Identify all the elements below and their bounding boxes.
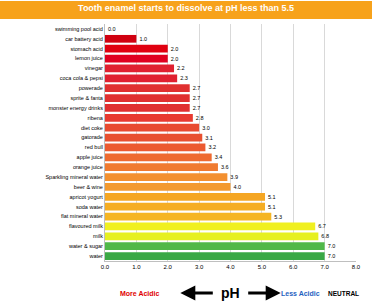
svg-text:5.3: 5.3 <box>274 214 282 220</box>
svg-text:2.0: 2.0 <box>171 46 179 52</box>
svg-text:lemon juice: lemon juice <box>75 55 103 61</box>
svg-text:2.8: 2.8 <box>196 115 204 121</box>
svg-text:sprite & fanta: sprite & fanta <box>70 95 103 101</box>
svg-text:diet coke: diet coke <box>81 125 103 131</box>
svg-text:red bull: red bull <box>85 144 103 150</box>
svg-text:3.2: 3.2 <box>208 144 216 150</box>
svg-text:ribena: ribena <box>88 115 104 121</box>
svg-text:water: water <box>88 253 103 259</box>
svg-text:4.0: 4.0 <box>226 264 235 270</box>
svg-text:4.0: 4.0 <box>234 184 242 190</box>
svg-text:soda water: soda water <box>76 204 103 210</box>
svg-text:More Acidic: More Acidic <box>120 290 160 297</box>
svg-text:2.7: 2.7 <box>193 85 201 91</box>
svg-text:3.0: 3.0 <box>202 125 210 131</box>
svg-text:5.0: 5.0 <box>258 264 267 270</box>
svg-text:coca cola & pepsi: coca cola & pepsi <box>60 75 103 81</box>
svg-text:2.0: 2.0 <box>164 264 173 270</box>
svg-text:1.0: 1.0 <box>132 264 141 270</box>
svg-text:beer & wine: beer & wine <box>74 184 103 190</box>
svg-text:6.7: 6.7 <box>318 223 326 229</box>
svg-text:0.0: 0.0 <box>108 26 116 32</box>
svg-text:pH: pH <box>221 285 240 301</box>
svg-text:apricot yogurt: apricot yogurt <box>70 194 104 200</box>
svg-text:orange juice: orange juice <box>73 164 103 170</box>
svg-text:7.0: 7.0 <box>328 243 336 249</box>
svg-text:milk: milk <box>93 233 103 239</box>
svg-text:3.1: 3.1 <box>205 135 213 141</box>
svg-text:2.2: 2.2 <box>177 65 185 71</box>
svg-text:Tooth enamel starts to dissolv: Tooth enamel starts to dissolve at pH le… <box>78 3 294 13</box>
svg-text:Less Acidic: Less Acidic <box>281 290 320 297</box>
svg-text:flat mineral water: flat mineral water <box>61 213 103 219</box>
svg-text:monster energy drinks: monster energy drinks <box>48 105 103 111</box>
svg-text:2.0: 2.0 <box>171 56 179 62</box>
svg-text:vinegar: vinegar <box>85 65 103 71</box>
svg-text:car battery acid: car battery acid <box>65 36 103 42</box>
svg-text:NEUTRAL: NEUTRAL <box>328 290 359 297</box>
svg-text:7.0: 7.0 <box>320 264 329 270</box>
svg-text:gatorade: gatorade <box>81 134 103 140</box>
svg-text:apple juice: apple juice <box>77 154 103 160</box>
svg-text:5.1: 5.1 <box>268 194 276 200</box>
svg-text:flavoured milk: flavoured milk <box>69 223 103 229</box>
svg-text:6.0: 6.0 <box>289 264 298 270</box>
svg-text:6.8: 6.8 <box>321 233 329 239</box>
svg-text:5.1: 5.1 <box>268 204 276 210</box>
svg-text:7.0: 7.0 <box>328 253 336 259</box>
svg-text:water & sugar: water & sugar <box>68 243 103 249</box>
svg-text:2.3: 2.3 <box>180 75 188 81</box>
svg-text:2.7: 2.7 <box>193 95 201 101</box>
svg-text:3.0: 3.0 <box>195 264 204 270</box>
svg-text:0.0: 0.0 <box>101 264 110 270</box>
svg-text:3.9: 3.9 <box>230 174 238 180</box>
svg-text:8.0: 8.0 <box>352 264 361 270</box>
svg-text:Sparkling mineral water: Sparkling mineral water <box>45 174 103 180</box>
svg-text:1.0: 1.0 <box>139 36 147 42</box>
svg-text:stomach acid: stomach acid <box>70 46 102 52</box>
svg-text:2.7: 2.7 <box>193 105 201 111</box>
svg-text:3.6: 3.6 <box>221 164 229 170</box>
svg-text:swimming pool acid: swimming pool acid <box>55 26 103 32</box>
svg-text:powerade: powerade <box>79 85 103 91</box>
svg-text:3.4: 3.4 <box>215 154 223 160</box>
